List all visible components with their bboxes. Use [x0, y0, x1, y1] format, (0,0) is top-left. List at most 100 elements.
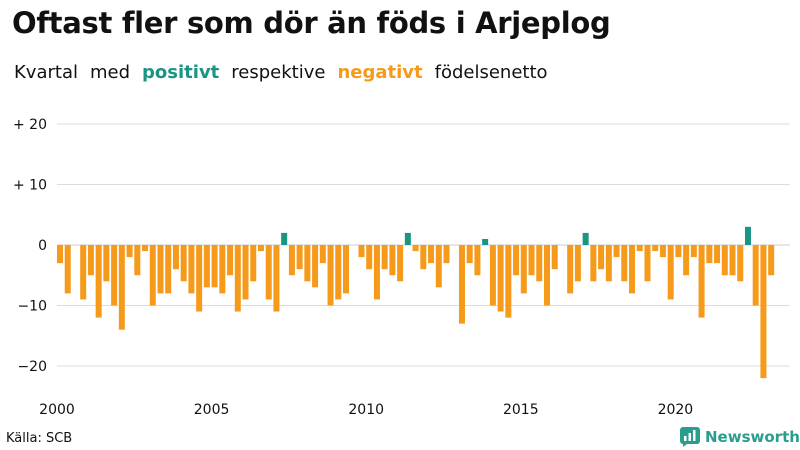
bar-negative [520, 245, 527, 294]
bar-negative [683, 245, 690, 276]
bar-negative [659, 245, 666, 258]
newsworthy-chart-icon [680, 427, 700, 447]
bar-negative [203, 245, 210, 288]
x-tick-label: 2005 [194, 402, 230, 418]
bar-negative [149, 245, 156, 306]
subtitle-word-kvartal: Kvartal [14, 62, 78, 83]
bar-negative [644, 245, 651, 282]
bar-negative [420, 245, 427, 270]
bar-negative [729, 245, 736, 276]
bar-negative [288, 245, 295, 276]
bar-negative [706, 245, 713, 264]
bar-negative [111, 245, 118, 306]
bar-negative [675, 245, 682, 258]
newsworthy-logo: Newsworthy [680, 427, 800, 447]
bar-negative [180, 245, 187, 282]
bar-negative [265, 245, 272, 300]
bar-negative [126, 245, 133, 258]
bar-negative [103, 245, 110, 282]
bar-negative [768, 245, 775, 276]
bar-positive [582, 232, 589, 245]
source-note: Källa: SCB [6, 431, 73, 446]
bar-negative [157, 245, 164, 294]
y-tick-label: −10 [17, 299, 47, 315]
bar-negative [327, 245, 334, 306]
bar-negative [497, 245, 504, 312]
bar-negative [551, 245, 558, 270]
bar-negative [698, 245, 705, 318]
bar-negative [64, 245, 71, 294]
y-tick-label: + 10 [13, 178, 47, 194]
bar-negative [296, 245, 303, 270]
bar-negative [505, 245, 512, 318]
bar-negative [543, 245, 550, 306]
brand-name: Newsworthy [705, 428, 800, 446]
subtitle-positive-word: positivt [142, 62, 220, 83]
bar-negative [428, 245, 435, 264]
subtitle-negative-word: negativt [337, 62, 423, 83]
bar-negative [690, 245, 697, 258]
x-tick-label: 2015 [503, 402, 539, 418]
bar-negative [721, 245, 728, 276]
x-axis-labels: 2000 2005 2010 2015 2020 [39, 402, 693, 418]
bar-negative [605, 245, 612, 282]
x-tick-label: 2010 [348, 402, 384, 418]
bar-negative [80, 245, 87, 300]
bar-negative [752, 245, 759, 306]
subtitle-word-med: med [89, 62, 131, 83]
bar-negative [304, 245, 311, 282]
bar-negative [760, 245, 767, 379]
bar-negative [343, 245, 350, 294]
y-tick-label: 0 [38, 238, 47, 254]
bar-negative [443, 245, 450, 264]
subtitle-word-respektive: respektive [231, 62, 326, 83]
bar-negative [513, 245, 520, 276]
bar-negative [335, 245, 342, 300]
bar-negative [489, 245, 496, 306]
bar-negative [87, 245, 94, 276]
y-tick-label: −20 [17, 359, 47, 375]
bar-negative [667, 245, 674, 300]
bar-negative [435, 245, 442, 288]
bar-negative [590, 245, 597, 282]
bar-positive [482, 238, 489, 245]
bar-negative [250, 245, 257, 282]
bar-negative [598, 245, 605, 270]
bar-negative [319, 245, 326, 264]
y-axis-labels: + 20 + 10 0 −10 −20 [13, 117, 47, 375]
bar-negative [219, 245, 226, 294]
bar-negative [234, 245, 241, 312]
bar-negative [172, 245, 179, 270]
bar-negative [366, 245, 373, 270]
bar-negative [227, 245, 234, 276]
bar-negative [412, 245, 419, 252]
bar-negative [273, 245, 280, 312]
bar-negative [312, 245, 319, 288]
bar-negative [567, 245, 574, 294]
x-tick-label: 2000 [39, 402, 75, 418]
bars [57, 226, 775, 379]
bar-negative [528, 245, 535, 276]
bar-negative [95, 245, 102, 318]
bar-negative [381, 245, 388, 270]
bar-negative [57, 245, 63, 264]
bar-negative [636, 245, 643, 252]
bar-negative [474, 245, 481, 276]
bar-negative [188, 245, 195, 294]
bar-negative [466, 245, 473, 264]
bar-negative [118, 245, 125, 330]
bar-negative [536, 245, 543, 282]
y-tick-label: + 20 [13, 117, 47, 133]
bar-negative [257, 245, 264, 252]
bar-negative [373, 245, 380, 300]
bar-negative [142, 245, 149, 252]
bar-negative [621, 245, 628, 282]
bar-negative [574, 245, 581, 282]
bar-negative [613, 245, 620, 258]
bar-negative [134, 245, 141, 276]
bar-negative [737, 245, 744, 282]
chart-title: Oftast fler som dör än föds i Arjeplog [12, 6, 611, 40]
bar-negative [211, 245, 218, 288]
bar-positive [281, 232, 288, 245]
